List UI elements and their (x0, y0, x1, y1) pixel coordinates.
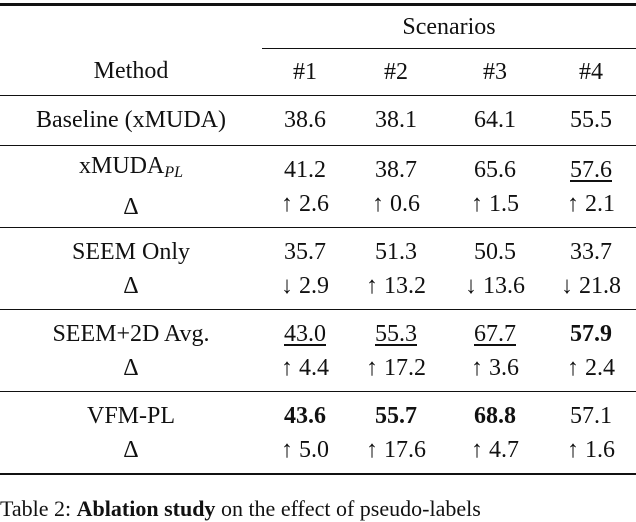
value: 55.7 (375, 402, 417, 429)
value: 33.7 (570, 238, 612, 265)
delta-label: Δ (123, 354, 139, 381)
header-cell: #2 (348, 48, 444, 96)
value: 57.6 (570, 156, 612, 183)
header-cell: Method (0, 48, 262, 96)
delta: ↑ 17.2 (366, 354, 426, 381)
delta: ↑ 2.4 (567, 354, 615, 381)
value: 64.1 (444, 95, 546, 146)
caption-label: Table 2: (0, 496, 72, 521)
value: 41.2 (284, 156, 326, 183)
value: 55.5 (546, 95, 636, 146)
super-header: Scenarios (262, 4, 636, 49)
delta: ↑ 4.4 (281, 354, 329, 381)
value: 43.0 (284, 320, 326, 347)
value: 51.3 (375, 238, 417, 265)
delta-label: Δ (123, 194, 139, 220)
method: xMUDAPL (0, 149, 262, 190)
caption: Table 2: Ablation study on the effect of… (0, 496, 481, 522)
value: 67.7 (474, 320, 516, 347)
delta: ↑ 4.7 (471, 436, 519, 463)
header-cell: #1 (262, 48, 348, 96)
results-table: Scenarios Method #1 #2 #3 #4 Baseline (x… (0, 3, 636, 475)
delta: ↑ 2.6 (281, 190, 329, 217)
delta: ↑ 17.6 (366, 436, 426, 463)
header-cell: #3 (444, 48, 546, 96)
value: 68.8 (474, 402, 516, 429)
delta: ↑ 2.1 (567, 190, 615, 217)
caption-text: on the effect of pseudo-labels (220, 496, 481, 521)
delta: ↓ 21.8 (561, 272, 621, 299)
delta: ↑ 1.6 (567, 436, 615, 463)
value: 57.9 (570, 320, 612, 347)
delta: ↑ 13.2 (366, 272, 426, 299)
delta: ↓ 2.9 (281, 272, 329, 299)
delta: ↑ 0.6 (372, 190, 420, 217)
method-subscript: PL (164, 164, 183, 181)
delta-label: Δ (123, 436, 139, 463)
value: 35.7 (284, 238, 326, 265)
value: 57.1 (570, 402, 612, 429)
delta: ↑ 3.6 (471, 354, 519, 381)
value: 65.6 (474, 156, 516, 183)
value: 50.5 (474, 238, 516, 265)
method: SEEM Only (71, 238, 190, 265)
value: 55.3 (375, 320, 417, 347)
caption-bold: Ablation study (76, 496, 216, 521)
delta: ↓ 13.6 (465, 272, 525, 299)
method: VFM-PL (86, 402, 176, 429)
value: 38.1 (348, 95, 444, 146)
delta: ↑ 5.0 (281, 436, 329, 463)
method: SEEM+2D Avg. (52, 320, 210, 347)
delta: ↑ 1.5 (471, 190, 519, 217)
method: Baseline (xMUDA) (0, 95, 262, 146)
value: 43.6 (284, 402, 326, 429)
value: 38.7 (375, 156, 417, 183)
header-cell: #4 (546, 48, 636, 96)
value: 38.6 (262, 95, 348, 146)
method-name: xMUDA (78, 153, 165, 179)
delta-label: Δ (123, 272, 139, 299)
page: Scenarios Method #1 #2 #3 #4 Baseline (x… (0, 3, 636, 521)
